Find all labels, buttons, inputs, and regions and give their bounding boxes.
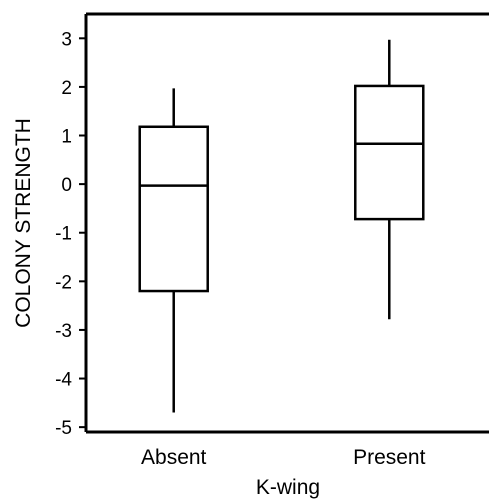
interquartile-box <box>354 84 425 221</box>
boxes <box>138 39 425 413</box>
y-tick-label: -1 <box>55 224 72 245</box>
x-category-label: Present <box>353 446 426 469</box>
interquartile-box <box>138 125 209 293</box>
y-tick-label: 2 <box>61 78 72 99</box>
y-tick-label: 3 <box>61 29 72 50</box>
y-tick-label: -3 <box>55 321 72 342</box>
y-tick-label: -5 <box>55 418 72 439</box>
y-tick-label: 0 <box>61 175 72 196</box>
y-axis-title: COLONY STRENGTH <box>12 118 35 328</box>
y-tick-label: -2 <box>55 272 72 293</box>
x-axis-category-labels: Absent Present <box>141 446 426 469</box>
y-tick-label: -4 <box>55 370 72 391</box>
box-present <box>354 39 425 320</box>
box-absent <box>138 88 209 413</box>
y-axis-ticks: 3 2 1 0 -1 -2 -3 -4 -5 <box>55 29 86 439</box>
y-tick-label: 1 <box>61 127 72 148</box>
x-category-label: Absent <box>141 446 207 469</box>
x-axis-title: K-wing <box>256 476 320 499</box>
